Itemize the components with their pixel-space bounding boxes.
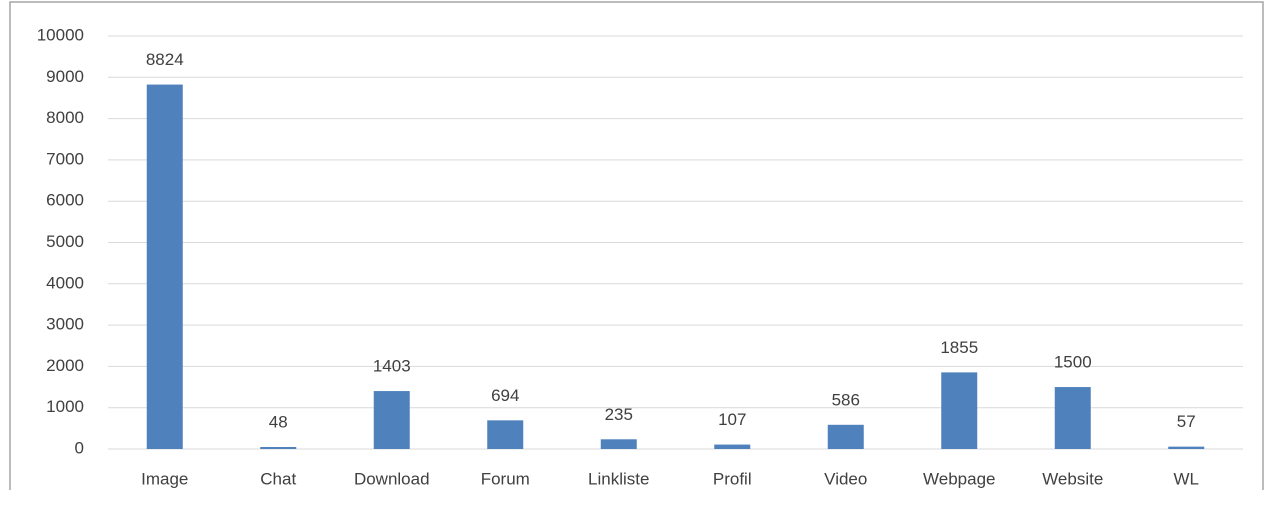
- bar: [600, 439, 637, 449]
- x-tick-label: WL: [1174, 469, 1200, 488]
- x-tick-label: Forum: [481, 469, 530, 488]
- bar: [714, 444, 751, 449]
- data-label: 235: [605, 405, 633, 424]
- y-tick-label: 2000: [46, 356, 84, 375]
- y-tick-label: 5000: [46, 232, 84, 251]
- x-tick-label: Linkliste: [588, 469, 649, 488]
- data-label: 586: [832, 390, 860, 409]
- x-tick-label: Website: [1042, 469, 1103, 488]
- chart-border: [9, 1, 1264, 490]
- bar: [487, 420, 524, 449]
- bar: [1054, 387, 1091, 449]
- data-label: 48: [269, 413, 288, 432]
- bar: [1168, 446, 1205, 449]
- data-label: 57: [1177, 412, 1196, 431]
- bar: [146, 84, 183, 450]
- x-tick-label: Webpage: [923, 469, 995, 488]
- x-tick-label: Image: [141, 469, 188, 488]
- y-tick-label: 10000: [37, 25, 84, 44]
- data-label: 8824: [146, 50, 184, 69]
- x-tick-label: Download: [354, 469, 430, 488]
- data-label: 1403: [373, 357, 411, 376]
- bar: [373, 391, 410, 449]
- y-tick-label: 3000: [46, 315, 84, 334]
- bar: [827, 424, 864, 449]
- data-label: 1500: [1054, 353, 1092, 372]
- y-tick-label: 6000: [46, 191, 84, 210]
- y-tick-label: 0: [75, 438, 84, 457]
- bar: [260, 447, 297, 449]
- y-tick-label: 9000: [46, 67, 84, 86]
- y-tick-label: 8000: [46, 108, 84, 127]
- x-tick-label: Video: [824, 469, 867, 488]
- x-tick-label: Chat: [260, 469, 296, 488]
- y-tick-label: 7000: [46, 149, 84, 168]
- data-label: 107: [718, 410, 746, 429]
- data-label: 1855: [940, 338, 978, 357]
- y-tick-label: 4000: [46, 273, 84, 292]
- data-label: 694: [491, 386, 519, 405]
- x-tick-label: Profil: [713, 469, 752, 488]
- bar: [941, 372, 978, 449]
- y-tick-label: 1000: [46, 397, 84, 416]
